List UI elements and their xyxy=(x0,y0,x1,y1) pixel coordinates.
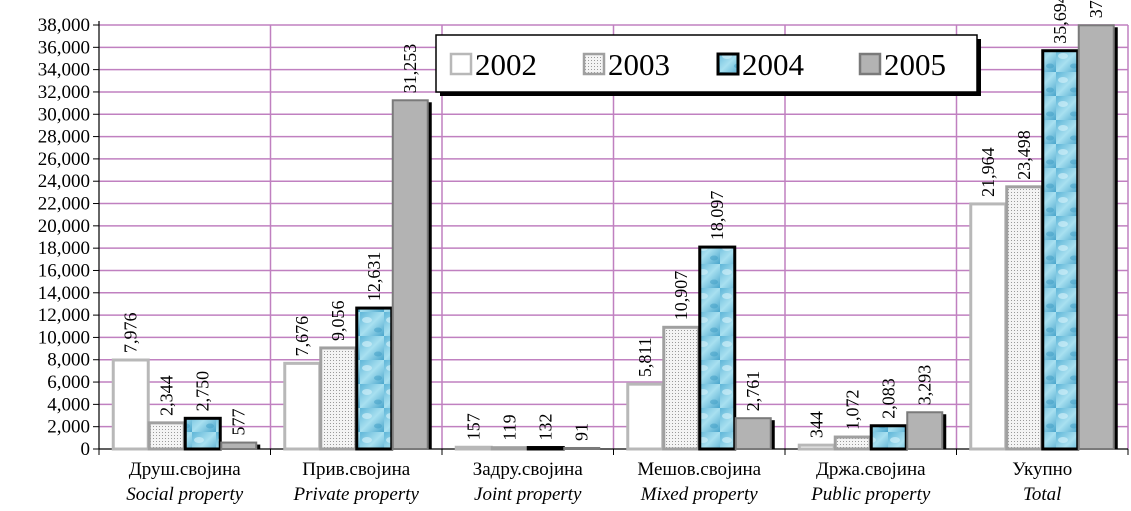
bar-2002 xyxy=(111,358,150,451)
data-label: 344 xyxy=(807,411,827,438)
bar-shadow xyxy=(426,102,432,449)
data-label: 7,976 xyxy=(121,313,141,354)
bar-2004 xyxy=(698,245,737,451)
legend-label-2003: 2003 xyxy=(608,47,670,82)
category-label-en: Mixed property xyxy=(640,484,759,505)
bar-2005 xyxy=(563,446,601,450)
y-tick-label: 18,000 xyxy=(38,238,90,259)
y-tick-label: 32,000 xyxy=(38,82,90,103)
legend-swatch-2002 xyxy=(449,52,473,76)
y-tick-label: 16,000 xyxy=(38,260,90,281)
data-label: 2,083 xyxy=(879,378,899,419)
y-tick-label: 6,000 xyxy=(47,372,90,393)
bar-shadow xyxy=(255,444,261,449)
y-tick-label: 10,000 xyxy=(38,327,90,348)
bar-2002 xyxy=(797,443,836,451)
category-label-en: Joint property xyxy=(474,484,582,505)
y-tick-label: 2,000 xyxy=(47,417,90,438)
bar-2003 xyxy=(1005,185,1044,451)
category-label: Мешов.својина xyxy=(637,459,761,480)
legend-swatch-2004 xyxy=(716,52,740,76)
data-label: 132 xyxy=(536,414,556,441)
category-label-en: Social property xyxy=(126,484,244,505)
bar-2005 xyxy=(906,411,944,450)
y-tick-label: 26,000 xyxy=(38,149,90,170)
legend: 2002 2003 2004 2005 xyxy=(435,34,981,96)
data-label: 10,907 xyxy=(671,271,691,321)
data-label: 9,056 xyxy=(328,300,348,341)
bar-2002 xyxy=(969,202,1008,451)
data-label: 2,344 xyxy=(157,375,177,416)
data-label: 3,293 xyxy=(915,365,935,406)
data-label: 35,694 xyxy=(1050,0,1070,44)
bar-2005 xyxy=(220,441,258,450)
bar-2004 xyxy=(869,424,908,451)
y-tick-label: 34,000 xyxy=(38,60,90,81)
y-tick-label: 20,000 xyxy=(38,216,90,237)
y-tick-label: 24,000 xyxy=(38,171,90,192)
data-label: 157 xyxy=(464,413,484,440)
category-label-en: Private property xyxy=(293,484,420,505)
bar-2005 xyxy=(391,99,429,450)
legend-label-2002: 2002 xyxy=(475,47,537,82)
y-tick-label: 8,000 xyxy=(47,350,90,371)
y-tick-label: 30,000 xyxy=(38,104,90,125)
data-label: 7,676 xyxy=(292,316,312,357)
category-label: Држа.својина xyxy=(816,459,926,480)
y-tick-label: 4,000 xyxy=(47,394,90,415)
data-label: 23,498 xyxy=(1014,130,1034,180)
bar-shadow xyxy=(1112,27,1118,449)
bar-2003 xyxy=(490,446,529,451)
category-label: Укупно xyxy=(1012,459,1072,480)
y-tick-label: 36,000 xyxy=(38,37,90,58)
data-label: 12,631 xyxy=(364,252,384,302)
bar-2003 xyxy=(147,421,186,451)
data-label: 5,811 xyxy=(635,337,655,377)
bar-2003 xyxy=(319,346,358,451)
y-tick-label: 28,000 xyxy=(38,127,90,148)
y-tick-label: 14,000 xyxy=(38,283,90,304)
data-label: 91 xyxy=(572,423,592,441)
bar-2005 xyxy=(1077,24,1115,450)
y-tick-label: 22,000 xyxy=(38,194,90,215)
data-label: 37,975 xyxy=(1086,0,1106,18)
bar-2004 xyxy=(1041,49,1080,451)
data-label: 119 xyxy=(500,414,520,440)
category-label-en: Public property xyxy=(810,484,931,505)
legend-swatch-2003 xyxy=(582,52,606,76)
bar-shadow xyxy=(769,420,775,449)
legend-box xyxy=(435,34,978,93)
data-label: 21,964 xyxy=(978,147,998,197)
y-tick-label: 12,000 xyxy=(38,305,90,326)
y-tick-label: 0 xyxy=(81,439,91,460)
bar-2003 xyxy=(662,325,701,451)
data-label: 2,750 xyxy=(193,371,213,412)
data-label: 18,097 xyxy=(707,191,727,241)
data-label: 2,761 xyxy=(743,371,763,412)
category-label: Прив.својина xyxy=(302,459,410,480)
data-label: 577 xyxy=(229,409,249,436)
bar-2004 xyxy=(355,306,394,451)
bar-2002 xyxy=(454,445,493,451)
data-label: 31,253 xyxy=(400,44,420,94)
category-label: Друш.својина xyxy=(129,459,241,480)
bar-2004 xyxy=(183,416,222,451)
bar-2003 xyxy=(833,435,872,451)
bar-2002 xyxy=(283,361,322,451)
y-tick-label: 38,000 xyxy=(38,15,90,36)
category-label: Задру.својина xyxy=(473,459,584,480)
legend-swatch-2005 xyxy=(858,52,882,76)
category-label-en: Total xyxy=(1023,484,1061,505)
legend-label-2004: 2004 xyxy=(742,47,805,82)
data-label: 1,072 xyxy=(843,390,863,431)
bar-shadow xyxy=(941,414,947,449)
bar-2005 xyxy=(734,417,772,451)
legend-label-2005: 2005 xyxy=(884,47,946,82)
bar-2002 xyxy=(626,382,665,451)
bar-2004 xyxy=(526,446,565,451)
